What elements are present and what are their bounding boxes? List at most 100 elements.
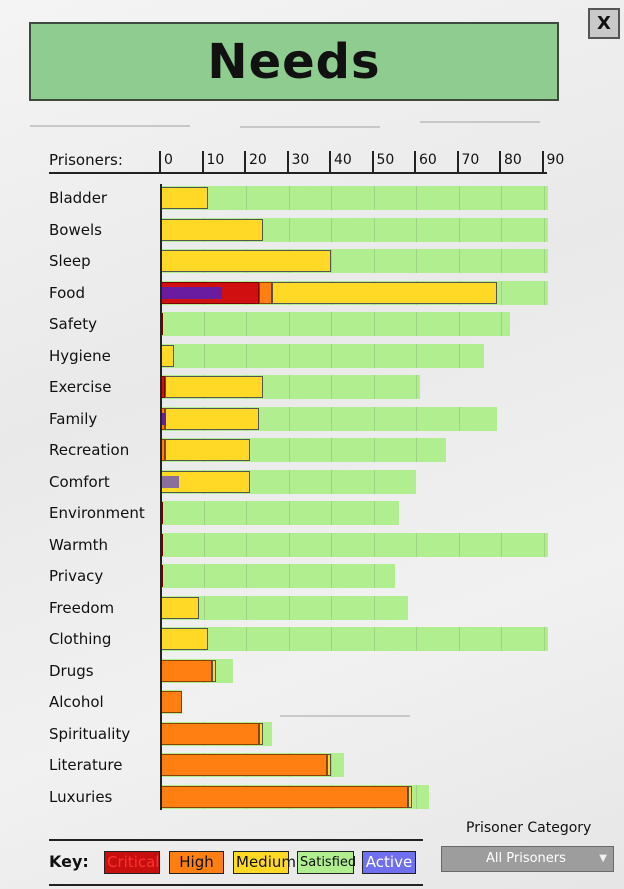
axis-tick-60: 60 xyxy=(414,151,437,172)
need-bar-medium xyxy=(161,250,331,272)
grid-line xyxy=(373,186,375,210)
need-label-literature: Literature xyxy=(49,756,123,774)
chart-left-axis xyxy=(160,184,162,810)
key-label: Key: xyxy=(49,852,89,871)
grid-line xyxy=(501,249,502,273)
key-satisfied: Satisfied xyxy=(297,851,356,874)
grid-line xyxy=(458,249,460,273)
grid-line xyxy=(501,312,502,336)
grid-line xyxy=(331,753,332,777)
paper-scratch xyxy=(420,121,540,123)
grid-line xyxy=(373,375,375,399)
grid-line xyxy=(203,344,205,368)
grid-line xyxy=(458,218,460,242)
need-bar-high xyxy=(161,691,183,713)
need-bar-medium xyxy=(165,376,263,398)
grid-line xyxy=(331,627,332,651)
grid-line xyxy=(458,533,460,557)
grid-line xyxy=(373,407,375,431)
grid-line xyxy=(416,533,417,557)
need-bar-medium xyxy=(161,628,208,650)
grid-line xyxy=(203,501,205,525)
grid-line xyxy=(246,312,247,336)
chevron-down-icon[interactable]: ▼ xyxy=(599,853,607,864)
need-bar-satisfied xyxy=(161,627,548,651)
grid-line xyxy=(458,407,460,431)
key-medium: Medium xyxy=(233,851,296,874)
need-bar-medium xyxy=(161,187,208,209)
need-bar-satisfied xyxy=(161,344,484,368)
grid-line xyxy=(458,344,460,368)
need-label-drugs: Drugs xyxy=(49,662,94,680)
grid-line xyxy=(416,186,417,210)
grid-line xyxy=(331,470,332,494)
grid-line xyxy=(373,312,375,336)
grid-line xyxy=(416,407,417,431)
grid-line xyxy=(373,218,375,242)
grid-line xyxy=(331,312,332,336)
need-bar-high xyxy=(161,660,212,682)
need-label-sleep: Sleep xyxy=(49,252,91,270)
grid-line xyxy=(246,533,247,557)
need-bar-medium xyxy=(165,439,251,461)
need-label-bowels: Bowels xyxy=(49,221,102,239)
grid-line xyxy=(331,344,332,368)
grid-line xyxy=(373,564,375,588)
grid-line xyxy=(543,627,545,651)
close-icon[interactable]: X xyxy=(597,13,611,34)
grid-line xyxy=(373,627,375,651)
need-bar-medium xyxy=(161,597,200,619)
need-bar-medium xyxy=(271,282,497,304)
need-bar-high xyxy=(161,723,259,745)
grid-line xyxy=(543,533,545,557)
prisoner-category-value[interactable]: All Prisoners xyxy=(486,851,566,866)
grid-line xyxy=(288,596,290,620)
grid-line xyxy=(246,596,247,620)
grid-line xyxy=(501,281,502,305)
grid-line xyxy=(458,186,460,210)
need-bar-active xyxy=(162,413,167,425)
grid-line xyxy=(331,186,332,210)
grid-line xyxy=(288,627,290,651)
grid-line xyxy=(246,627,247,651)
need-bar-satisfied xyxy=(161,186,548,210)
grid-line xyxy=(203,564,205,588)
need-label-exercise: Exercise xyxy=(49,378,112,396)
grid-line xyxy=(331,438,332,462)
grid-line xyxy=(203,533,205,557)
grid-line xyxy=(543,218,545,242)
grid-line xyxy=(543,249,545,273)
grid-line xyxy=(501,627,502,651)
grid-line xyxy=(373,470,375,494)
grid-line xyxy=(288,407,290,431)
paper-scratch xyxy=(280,715,410,717)
key-active: Active xyxy=(362,851,416,874)
grid-line xyxy=(331,564,332,588)
need-bar-satisfied xyxy=(161,564,395,588)
need-label-spirituality: Spirituality xyxy=(49,725,131,743)
axis-tick-90: 90 xyxy=(541,151,564,172)
grid-line xyxy=(331,407,332,431)
need-bar-medium xyxy=(258,723,263,745)
grid-line xyxy=(246,564,247,588)
need-label-environment: Environment xyxy=(49,504,145,522)
grid-line xyxy=(288,501,290,525)
grid-line xyxy=(331,218,332,242)
close-button[interactable]: X xyxy=(588,8,620,39)
need-bar-high xyxy=(161,786,408,808)
grid-line xyxy=(288,344,290,368)
grid-line xyxy=(416,785,417,809)
need-bar-active xyxy=(162,287,222,299)
axis-rule xyxy=(49,172,547,174)
key-critical: Critical xyxy=(104,851,160,874)
prisoner-category-dropdown[interactable]: All Prisoners ▼ xyxy=(441,846,614,872)
need-bar-satisfied xyxy=(161,533,548,557)
grid-line xyxy=(416,627,417,651)
grid-line xyxy=(373,344,375,368)
grid-line xyxy=(416,312,417,336)
key-high: High xyxy=(169,851,224,874)
need-label-alcohol: Alcohol xyxy=(49,693,104,711)
paper-scratch xyxy=(240,126,380,128)
grid-line xyxy=(203,312,205,336)
need-bar-medium xyxy=(161,219,263,241)
